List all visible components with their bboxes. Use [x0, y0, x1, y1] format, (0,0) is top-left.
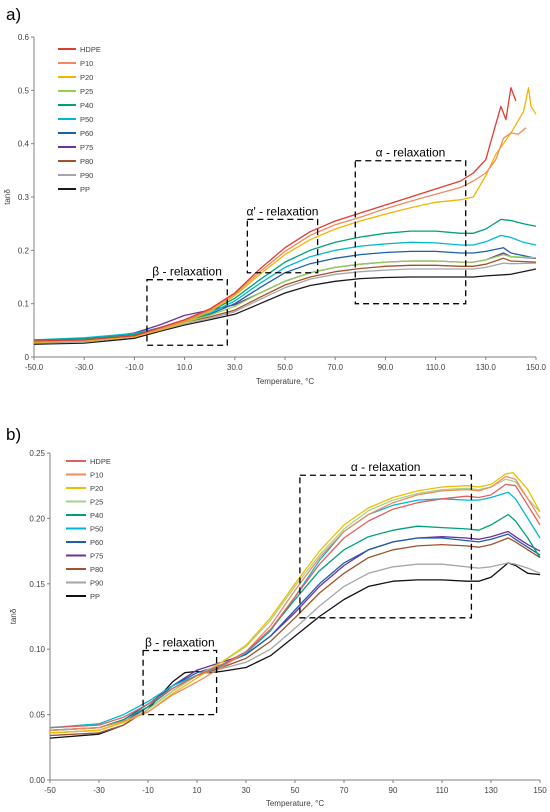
x-tick-label: 70.0 — [327, 363, 343, 372]
legend-entry: PP — [80, 185, 90, 194]
x-tick-label: 130.0 — [476, 363, 497, 372]
y-tick-label: 0 — [25, 353, 30, 362]
x-tick-label: 150 — [533, 786, 547, 795]
legend-entry: PP — [90, 592, 100, 601]
legend-entry: P25 — [90, 498, 103, 507]
x-tick-label: -30 — [93, 786, 105, 795]
y-tick-label: 0.4 — [18, 140, 30, 149]
relaxation-label: α' - relaxation — [247, 204, 319, 218]
legend-entry: P75 — [80, 143, 93, 152]
relaxation-label: α - relaxation — [376, 146, 446, 160]
series-line-pp — [33, 268, 537, 345]
legend-entry: P75 — [90, 552, 103, 561]
legend-entry: P90 — [90, 579, 103, 588]
panel-label: a) — [6, 5, 21, 24]
legend-entry: HDPE — [90, 457, 111, 466]
relaxation-label: β - relaxation — [145, 636, 215, 650]
legend-entry: P40 — [80, 101, 93, 110]
series-line-p60 — [49, 533, 541, 731]
y-axis-label: tanδ — [9, 608, 18, 624]
legend-entry: P60 — [90, 538, 103, 547]
relaxation-box — [146, 279, 228, 346]
y-tick-label: 0.25 — [29, 449, 45, 458]
series-line-hdpe — [49, 483, 541, 729]
legend-entry: P20 — [90, 484, 103, 493]
y-tick-label: 0.1 — [18, 300, 30, 309]
panel-label: b) — [6, 425, 21, 444]
x-tick-label: 50.0 — [277, 363, 293, 372]
y-tick-label: 0.3 — [18, 193, 30, 202]
x-tick-label: -50.0 — [25, 363, 44, 372]
x-tick-label: 30.0 — [227, 363, 243, 372]
series-line-p40 — [49, 513, 541, 731]
legend-entry: P10 — [80, 59, 93, 68]
x-tick-label: -10 — [142, 786, 154, 795]
series-line-p80 — [33, 257, 537, 343]
legend-entry: P60 — [80, 129, 93, 138]
legend-entry: P90 — [80, 171, 93, 180]
series-line-hdpe — [33, 87, 517, 342]
legend-entry: P50 — [80, 115, 93, 124]
x-tick-label: -50 — [44, 786, 56, 795]
series-line-p25 — [49, 478, 541, 734]
relaxation-box — [299, 474, 473, 619]
x-tick-label: 90 — [389, 786, 398, 795]
y-tick-label: 0.10 — [29, 645, 45, 654]
legend-entry: P40 — [90, 511, 103, 520]
x-tick-label: 10 — [193, 786, 202, 795]
x-tick-label: 30 — [242, 786, 251, 795]
legend-entry: P20 — [80, 73, 93, 82]
y-tick-label: 0.6 — [18, 33, 30, 42]
relaxation-box — [142, 649, 218, 716]
x-tick-label: 90.0 — [378, 363, 394, 372]
y-tick-label: 0.00 — [29, 776, 45, 785]
x-tick-label: 110.0 — [426, 363, 446, 372]
x-tick-label: 130 — [484, 786, 498, 795]
y-tick-label: 0.15 — [29, 580, 45, 589]
y-tick-label: 0.5 — [18, 86, 30, 95]
series-line-p10 — [49, 475, 541, 731]
x-axis-label: Temperature, °C — [266, 799, 325, 808]
series-line-p90 — [33, 262, 537, 344]
y-tick-label: 0.05 — [29, 711, 45, 720]
x-tick-label: 10.0 — [177, 363, 193, 372]
legend-entry: P10 — [90, 471, 103, 480]
series-line-p10 — [33, 127, 527, 342]
legend-entry: P25 — [80, 87, 93, 96]
relaxation-box — [354, 160, 467, 305]
relaxation-box — [246, 218, 319, 274]
x-tick-label: 50 — [291, 786, 300, 795]
x-tick-label: 70 — [340, 786, 349, 795]
legend-entry: P50 — [90, 525, 103, 534]
legend-entry: HDPE — [80, 45, 101, 54]
x-tick-label: -10.0 — [125, 363, 144, 372]
relaxation-label: α - relaxation — [351, 460, 421, 474]
x-tick-label: -30.0 — [75, 363, 94, 372]
x-tick-label: 150.0 — [526, 363, 547, 372]
series-line-p40 — [33, 218, 537, 341]
x-axis-label: Temperature, °C — [256, 377, 315, 386]
x-tick-label: 110 — [436, 786, 449, 795]
y-axis-label: tanδ — [3, 189, 12, 205]
y-tick-label: 0.20 — [29, 514, 45, 523]
series-line-p75 — [49, 530, 541, 734]
series-line-p90 — [49, 562, 541, 737]
legend-entry: P80 — [80, 157, 93, 166]
legend-entry: P80 — [90, 565, 103, 574]
series-line-pp — [49, 562, 541, 739]
relaxation-label: β - relaxation — [152, 265, 222, 279]
series-line-p20 — [49, 471, 541, 734]
y-tick-label: 0.2 — [18, 246, 30, 255]
